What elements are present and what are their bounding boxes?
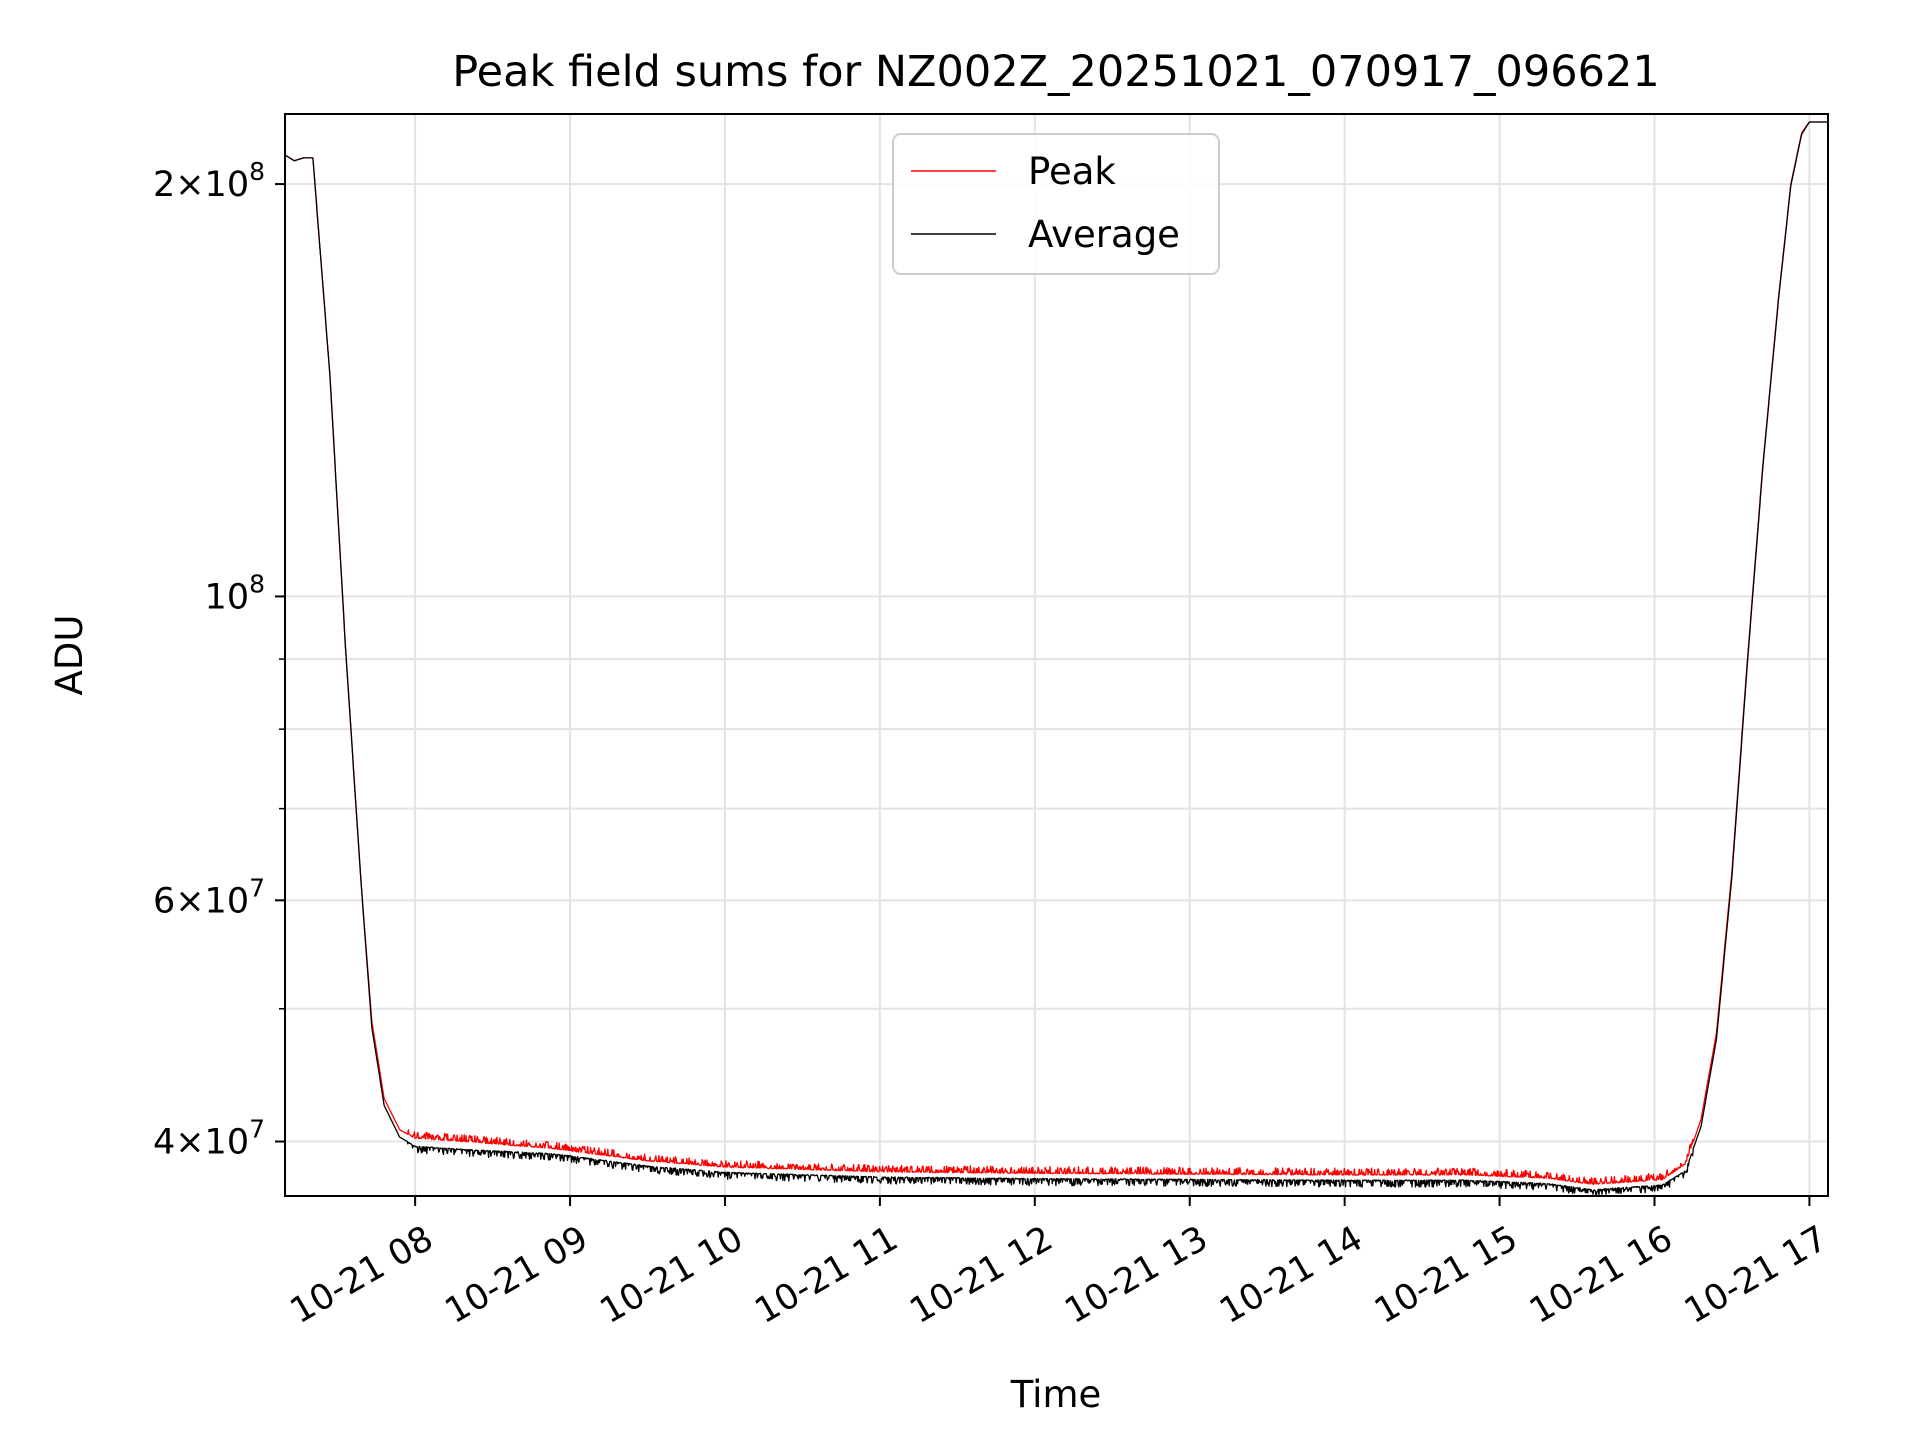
- data-series: [284, 121, 1829, 1197]
- y-axis-label: ADU: [48, 615, 91, 696]
- series-line-peak: [284, 121, 1829, 1186]
- y-axis-ticks: 4×107 6×107 108 2×108: [153, 157, 285, 1163]
- legend: Peak Average: [892, 133, 1220, 275]
- plot-frame: [284, 113, 1829, 1197]
- legend-box: [892, 133, 1220, 275]
- legend-label-average: Average: [1028, 213, 1180, 256]
- x-axis-label: Time: [1010, 1373, 1102, 1416]
- y-tick-label: 4×107: [153, 1115, 265, 1163]
- legend-label-peak: Peak: [1028, 150, 1116, 193]
- y-tick-label: 108: [205, 569, 265, 617]
- chart-title: Peak field sums for NZ002Z_20251021_0709…: [452, 47, 1659, 97]
- series-line-average: [284, 121, 1829, 1197]
- y-tick-label: 6×107: [153, 873, 265, 921]
- y-tick-label: 2×108: [153, 157, 265, 205]
